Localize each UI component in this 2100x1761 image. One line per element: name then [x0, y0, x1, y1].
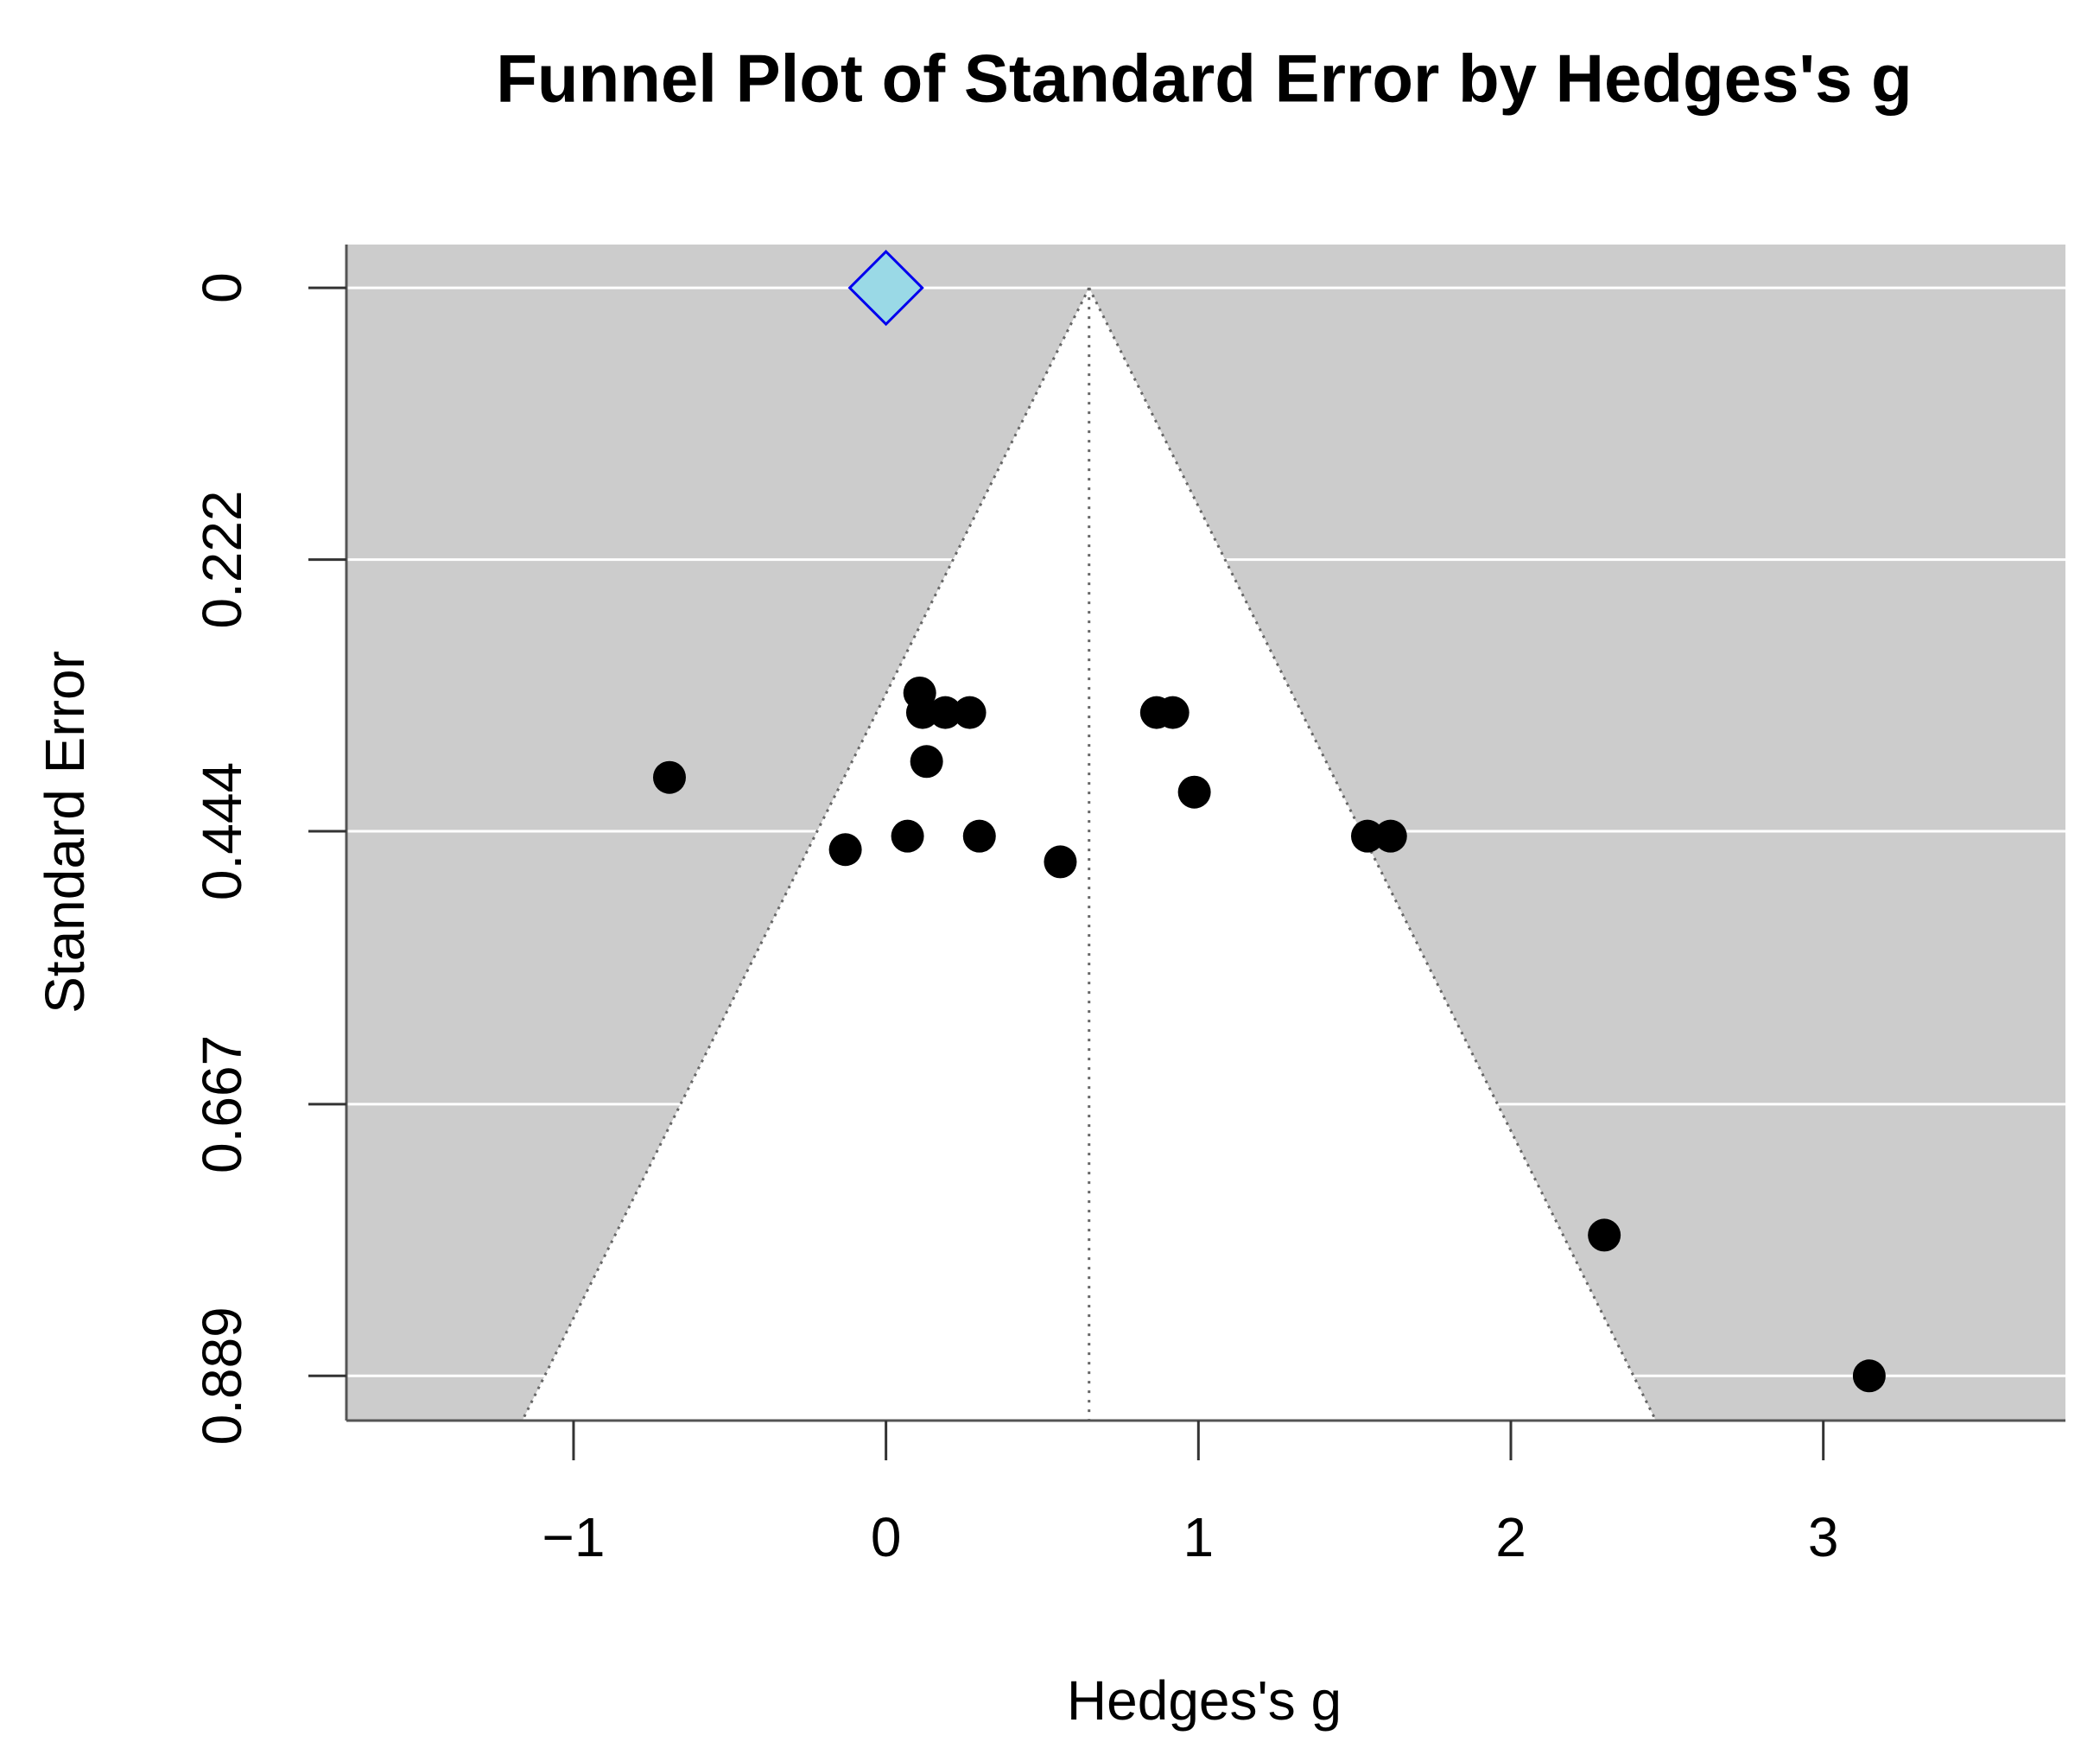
study-point	[1588, 1218, 1621, 1252]
funnel-edge	[521, 287, 1091, 1421]
y-tick-label: 0	[191, 272, 253, 303]
y-tick-label: 0.222	[191, 490, 253, 628]
y-tick-label: 0.667	[191, 1035, 253, 1173]
study-point	[1350, 819, 1384, 853]
funnel	[522, 288, 1656, 1421]
y-axis-label: Standard Error	[34, 651, 96, 1014]
study-point	[828, 833, 862, 867]
chart-title: Funnel Plot of Standard Error by Hedges'…	[496, 41, 1912, 117]
study-point	[929, 696, 962, 729]
study-point	[905, 696, 939, 729]
study-point	[1852, 1359, 1886, 1393]
x-tick-label: 0	[871, 1506, 902, 1568]
summary-diamond	[847, 250, 924, 327]
study-point	[1374, 819, 1407, 853]
study-point	[1156, 696, 1190, 729]
study-point	[910, 745, 943, 779]
study-point	[1177, 775, 1211, 809]
study-point	[1044, 845, 1077, 879]
x-tick-label: 3	[1808, 1506, 1839, 1568]
x-tick-label: 1	[1183, 1506, 1215, 1568]
study-point	[652, 760, 686, 794]
study-point	[891, 819, 924, 853]
study-point	[962, 819, 996, 853]
x-axis-label: Hedges's g	[1067, 1669, 1342, 1732]
study-point	[953, 696, 987, 729]
x-tick-label: −1	[542, 1506, 605, 1568]
y-tick-label: 0.444	[191, 762, 253, 900]
x-tick-label: 2	[1495, 1506, 1526, 1568]
funnel-edge	[1088, 287, 1658, 1421]
y-tick-label: 0.889	[191, 1306, 253, 1445]
